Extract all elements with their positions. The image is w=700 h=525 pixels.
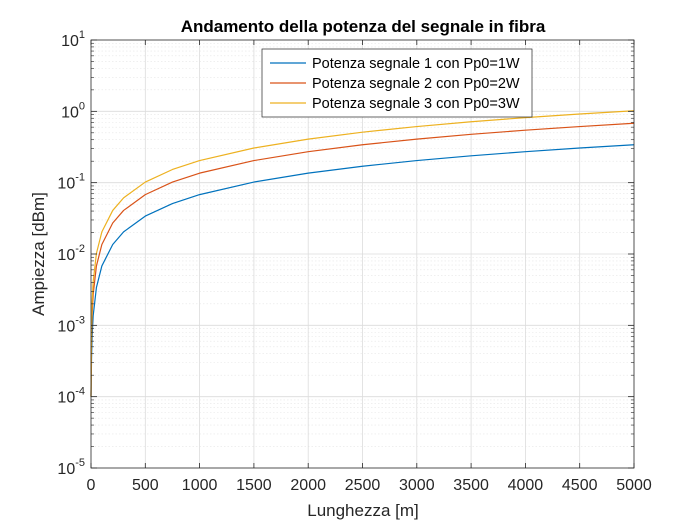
legend-box	[261, 48, 533, 118]
y-tick-label: 101	[61, 29, 85, 50]
x-tick-label: 5000	[616, 477, 652, 494]
x-tick-label: 2500	[345, 477, 381, 494]
y-tick-label: 10-3	[57, 314, 85, 335]
x-tick-label: 2000	[290, 477, 326, 494]
y-tick-label: 10-1	[57, 172, 85, 193]
minor-grid	[91, 42, 634, 447]
y-tick-label: 100	[61, 100, 85, 121]
x-axis-label: Lunghezza [m]	[307, 501, 419, 520]
legend: Potenza segnale 1 con Pp0=1W Potenza segn…	[261, 48, 533, 118]
x-tick-labels: 0 500 1000 1500 2000 2500 3000 3500 4000 4500 5000	[87, 477, 652, 494]
x-tick-label: 1500	[236, 477, 272, 494]
y-tick-label: 10-4	[57, 386, 85, 407]
x-tick-label: 4500	[562, 477, 598, 494]
chart-title: Andamento della potenza del segnale in f…	[181, 17, 546, 36]
series-line-1	[90, 144, 635, 397]
x-tick-label: 3500	[453, 477, 489, 494]
x-tick-label: 4000	[508, 477, 544, 494]
series-line-3	[90, 110, 635, 397]
legend-label: Potenza segnale 1 con Pp0=1W	[312, 56, 520, 72]
series-layer	[90, 110, 635, 397]
x-tick-label: 1000	[182, 477, 218, 494]
y-tick-label: 10-2	[57, 243, 85, 264]
legend-label: Potenza segnale 3 con Pp0=3W	[312, 96, 520, 112]
y-axis-label: Ampiezza [dBm]	[29, 192, 48, 316]
x-tick-label: 500	[132, 477, 159, 494]
y-tick-label: 10-5	[57, 457, 85, 478]
y-tick-labels: 10-5 10-4 10-3 10-2 10-1 100 101	[57, 29, 85, 478]
legend-label: Potenza segnale 2 con Pp0=2W	[312, 76, 520, 92]
ticks-layer	[90, 39, 635, 469]
x-tick-label: 0	[87, 477, 96, 494]
x-tick-label: 3000	[399, 477, 435, 494]
series-line-2	[90, 122, 635, 397]
